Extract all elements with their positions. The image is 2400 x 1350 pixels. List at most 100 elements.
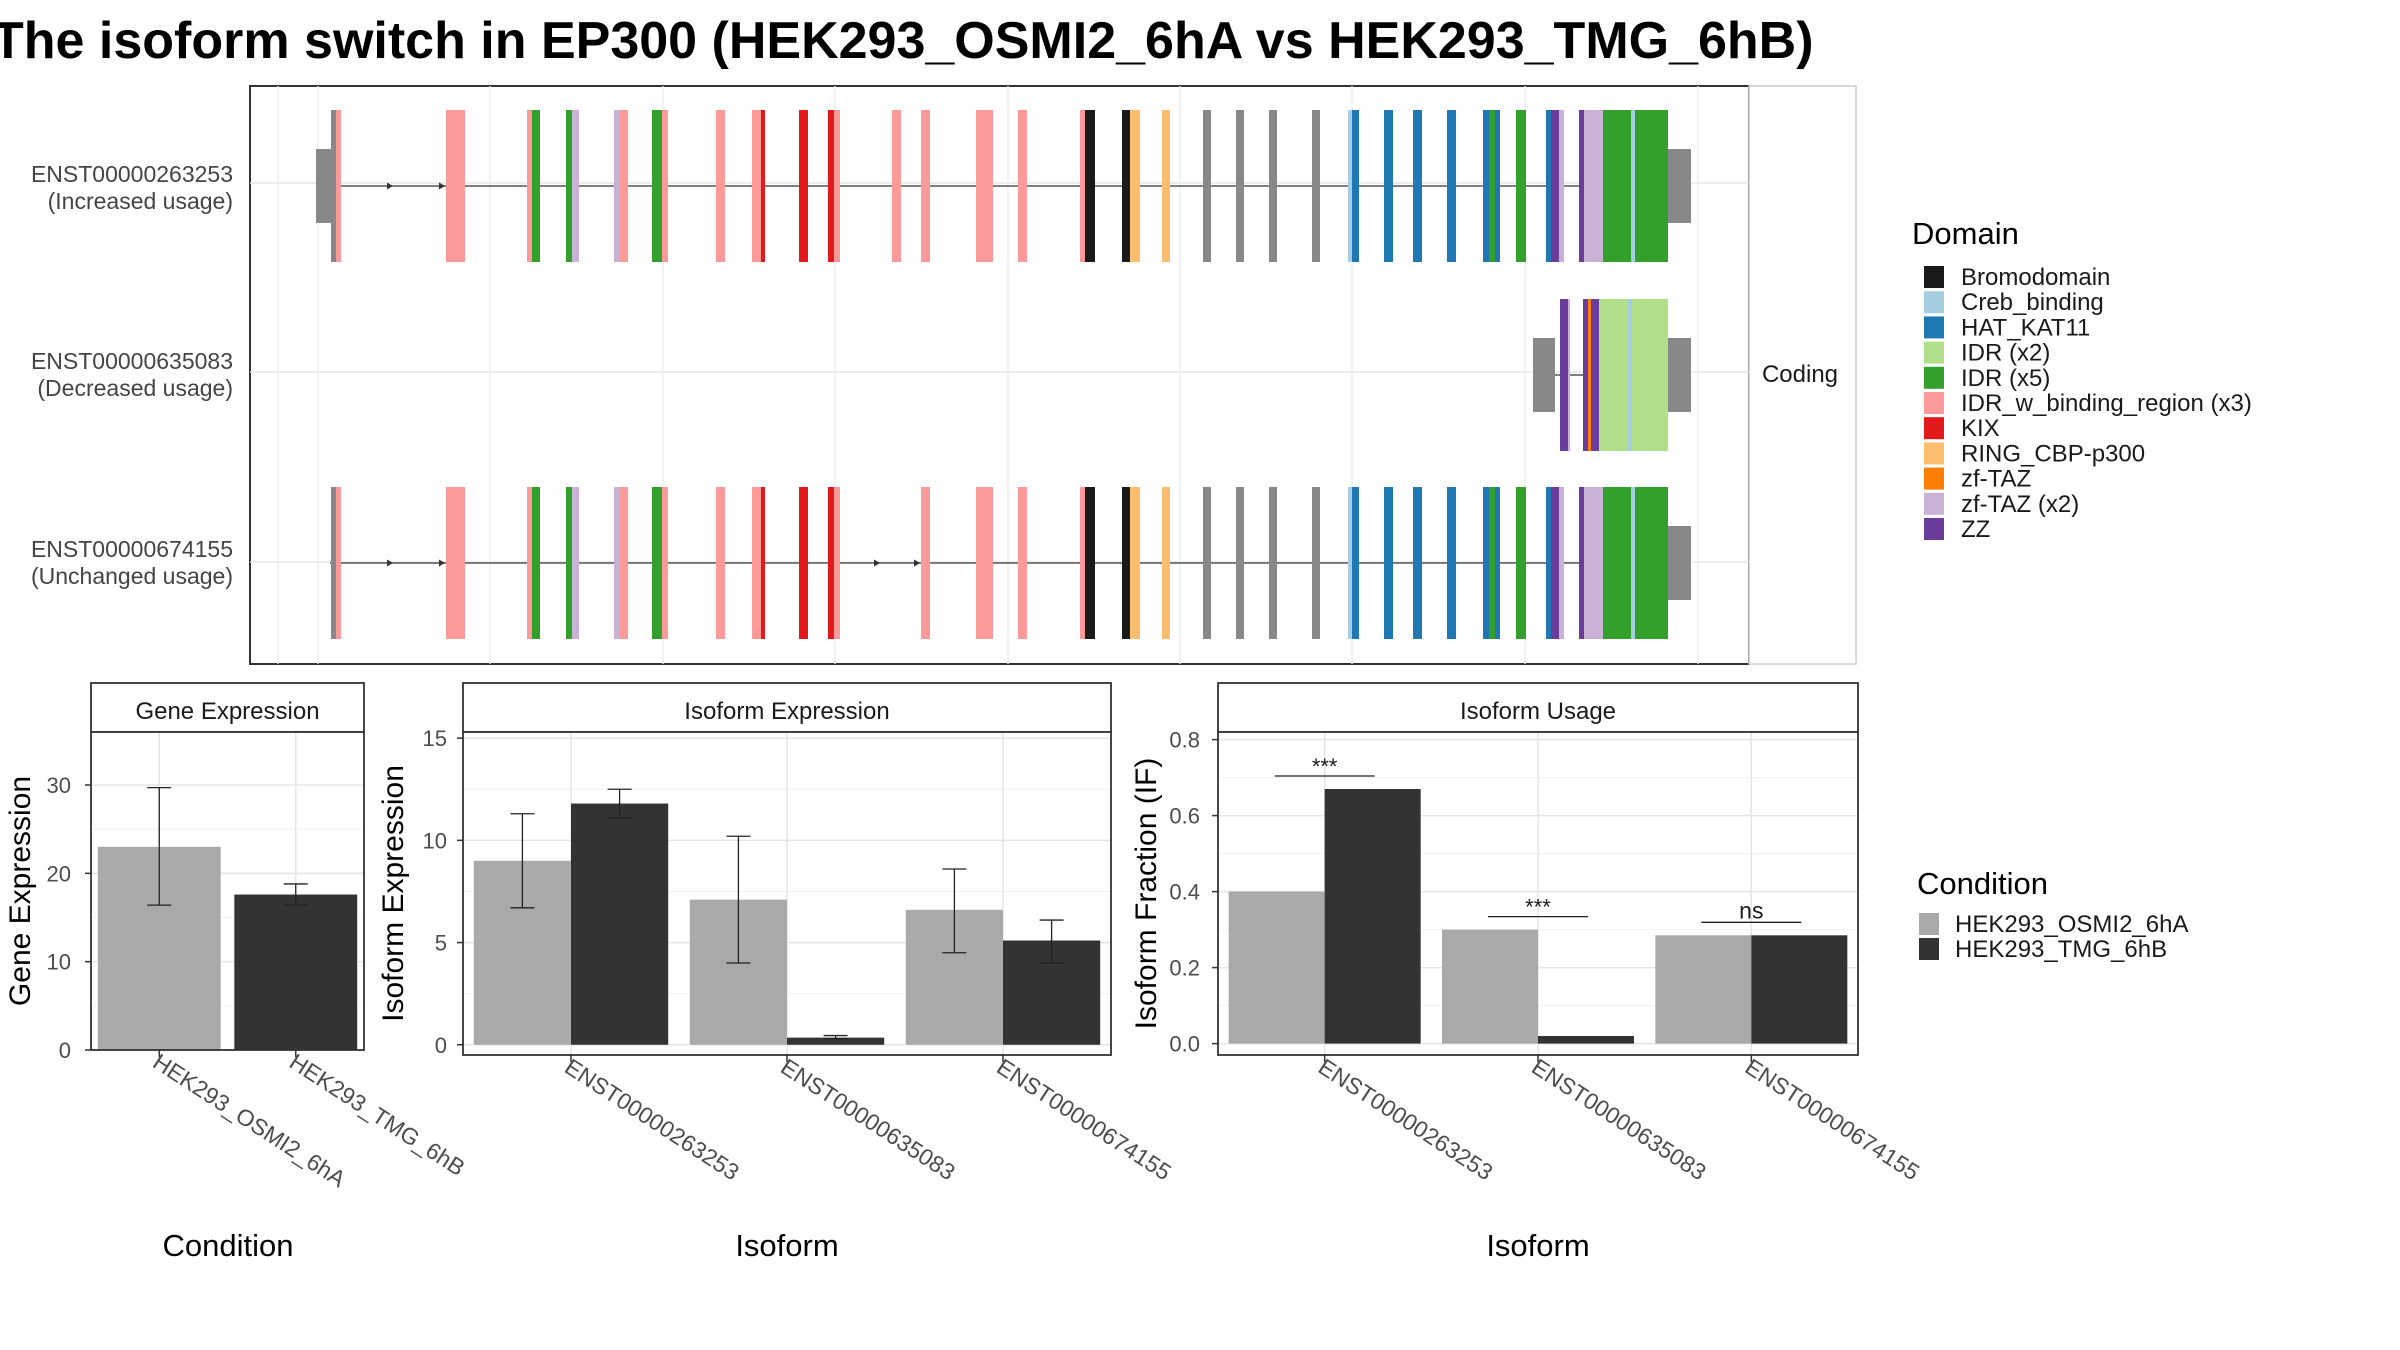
exon	[336, 110, 341, 262]
exon	[1579, 110, 1584, 262]
exon	[1236, 110, 1244, 262]
exon	[1579, 487, 1584, 639]
exon	[662, 487, 668, 639]
exon	[1591, 299, 1599, 451]
exon	[834, 110, 840, 262]
exon	[532, 110, 540, 262]
exon	[566, 487, 572, 639]
strand-arrow	[914, 559, 920, 567]
y-tick-label: 5	[435, 931, 447, 956]
exon	[1668, 526, 1691, 600]
exon	[1583, 299, 1588, 451]
exon	[1603, 487, 1631, 639]
exon	[1018, 487, 1027, 639]
domain-legend-label: IDR (x5)	[1961, 365, 2050, 392]
domain-legend-label: ZZ	[1961, 516, 1990, 543]
isoform-usage-1: (Increased usage)	[48, 188, 233, 214]
exon	[1632, 299, 1668, 451]
y-tick-label: 0.2	[1169, 956, 1200, 981]
exon	[1130, 487, 1140, 639]
y-tick-label: 20	[47, 861, 71, 886]
y-tick-label: 30	[47, 773, 71, 798]
exon	[799, 487, 808, 639]
exon	[1551, 110, 1559, 262]
exon	[1592, 110, 1603, 262]
strand-arrow	[439, 559, 445, 567]
exon	[1635, 487, 1668, 639]
exon	[1546, 487, 1551, 639]
exon	[1483, 110, 1489, 262]
strand-arrow	[874, 559, 880, 567]
exon	[1588, 299, 1591, 451]
exon	[532, 487, 540, 639]
bar-panel-3: Isoform Usage *** *** ns 0.0 0.2 0.4 0.6 0.8 ENST…	[1130, 682, 1924, 1263]
exon	[1018, 110, 1027, 262]
exon	[614, 487, 620, 639]
strand-arrow	[439, 182, 445, 190]
exon	[976, 110, 993, 262]
exon	[1203, 110, 1211, 262]
exon	[1236, 487, 1244, 639]
exon	[1413, 487, 1422, 639]
panel-strip-title: Isoform Usage	[1460, 698, 1616, 725]
exon	[921, 110, 930, 262]
exon	[1348, 487, 1352, 639]
exon	[446, 110, 465, 262]
exon	[1551, 487, 1559, 639]
exon	[662, 110, 668, 262]
isoform-label-3: ENST00000674155	[31, 536, 233, 562]
facet-strip	[1748, 85, 1857, 665]
domain-legend-swatch	[1924, 266, 1944, 288]
exon	[1122, 110, 1130, 262]
legend-swatch-osmi2	[1919, 913, 1939, 935]
domain-legend-swatch	[1924, 492, 1944, 515]
exon	[892, 110, 901, 262]
y-tick-label: 0.0	[1169, 1032, 1200, 1057]
exon	[1584, 487, 1592, 639]
exon	[446, 487, 465, 639]
y-tick-label: 10	[47, 950, 71, 975]
exon	[1269, 487, 1277, 639]
domain-legend-swatch	[1924, 392, 1944, 414]
y-axis-title: Isoform Fraction (IF)	[1130, 758, 1163, 1030]
isoform-track-1	[316, 110, 1691, 262]
exon	[652, 110, 662, 262]
domain-legend-swatch	[1924, 316, 1944, 339]
significance-label: ns	[1739, 897, 1763, 923]
exon	[1560, 299, 1568, 451]
exon	[1533, 338, 1555, 412]
exon	[620, 487, 628, 639]
domain-legend-label: KIX	[1961, 415, 2000, 442]
legend-label-tmg: HEK293_TMG_6hB	[1955, 936, 2167, 963]
exon	[976, 487, 993, 639]
exon	[1122, 487, 1130, 639]
exon	[1203, 487, 1211, 639]
exon	[1269, 110, 1277, 262]
isoform-label-1: ENST00000263253	[31, 161, 233, 187]
exon	[1489, 487, 1495, 639]
domain-legend-swatch	[1924, 366, 1944, 389]
exon	[1568, 299, 1570, 451]
bar	[1751, 935, 1848, 1044]
x-tick-label: ENST00000635083	[1527, 1053, 1711, 1185]
isoform-usage-2: (Decreased usage)	[37, 375, 233, 401]
isoform-track-2	[1533, 299, 1691, 451]
x-tick-label: ENST00000674155	[992, 1053, 1176, 1185]
exon	[1080, 110, 1085, 262]
exon	[1162, 487, 1170, 639]
strand-arrow	[387, 182, 393, 190]
exon	[1384, 487, 1393, 639]
exon	[1162, 110, 1170, 262]
exon	[566, 110, 572, 262]
exon	[1592, 487, 1603, 639]
exon	[1546, 110, 1551, 262]
exon	[1130, 110, 1140, 262]
domain-legend-label: IDR (x2)	[1961, 340, 2050, 367]
exon	[1516, 487, 1526, 639]
exon	[1495, 110, 1500, 262]
exon	[716, 487, 725, 639]
y-tick-label: 10	[423, 828, 447, 853]
exon	[331, 110, 336, 262]
exon	[1584, 110, 1592, 262]
